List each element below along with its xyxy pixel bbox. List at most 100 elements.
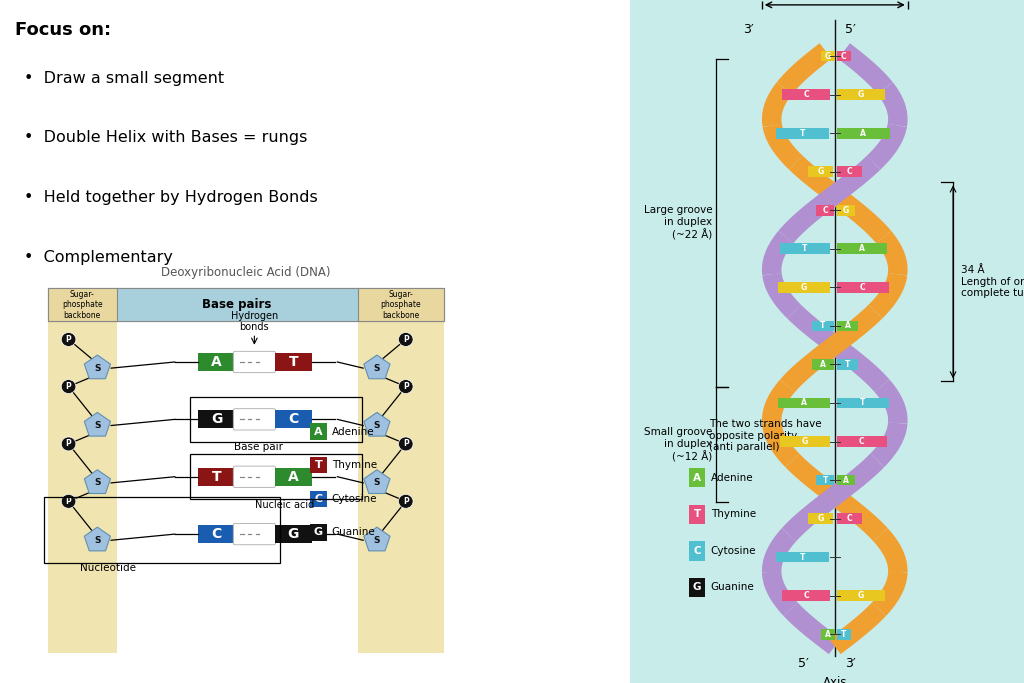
Text: G: G (817, 167, 823, 176)
Text: G: G (858, 90, 864, 99)
FancyBboxPatch shape (816, 475, 835, 486)
Text: A: A (843, 475, 849, 484)
Circle shape (61, 437, 76, 451)
Text: C: C (847, 514, 852, 523)
Polygon shape (364, 527, 390, 551)
FancyBboxPatch shape (310, 423, 327, 440)
Text: T: T (693, 510, 700, 519)
FancyBboxPatch shape (357, 321, 443, 653)
FancyBboxPatch shape (837, 128, 890, 139)
FancyBboxPatch shape (837, 282, 889, 293)
Text: P: P (402, 335, 409, 344)
FancyBboxPatch shape (837, 51, 851, 61)
Text: P: P (402, 497, 409, 506)
FancyBboxPatch shape (233, 466, 275, 488)
Text: 34 Å
Length of one
complete turn: 34 Å Length of one complete turn (961, 265, 1024, 298)
Text: C: C (803, 591, 809, 600)
FancyBboxPatch shape (199, 525, 234, 543)
FancyBboxPatch shape (812, 320, 834, 331)
Text: A: A (314, 427, 323, 436)
FancyBboxPatch shape (837, 205, 855, 216)
Text: T: T (822, 475, 828, 484)
Text: A: A (825, 630, 830, 639)
Text: T: T (289, 355, 298, 369)
FancyBboxPatch shape (837, 243, 887, 254)
FancyBboxPatch shape (837, 167, 862, 177)
Text: Base pairs: Base pairs (203, 298, 271, 311)
Text: Focus on:: Focus on: (14, 21, 111, 40)
Text: 3′: 3′ (845, 657, 855, 670)
FancyBboxPatch shape (837, 513, 862, 524)
FancyBboxPatch shape (689, 578, 706, 597)
Text: A: A (693, 473, 701, 483)
FancyBboxPatch shape (199, 468, 234, 486)
Text: P: P (66, 382, 72, 391)
Text: •  Complementary: • Complementary (24, 250, 173, 265)
Text: A: A (845, 322, 851, 331)
Polygon shape (364, 355, 390, 379)
Text: Cytosine: Cytosine (711, 546, 756, 556)
FancyBboxPatch shape (275, 410, 311, 428)
FancyBboxPatch shape (689, 468, 706, 488)
FancyBboxPatch shape (837, 359, 858, 370)
Text: A: A (860, 128, 866, 138)
Text: Guanine: Guanine (711, 583, 755, 592)
Text: Nucleotide: Nucleotide (80, 563, 136, 573)
Text: T: T (212, 470, 221, 484)
Text: Adenine: Adenine (711, 473, 754, 483)
Text: Sugar-
phosphate
backbone: Sugar- phosphate backbone (380, 290, 421, 320)
FancyBboxPatch shape (781, 590, 830, 601)
Text: S: S (94, 363, 100, 373)
Text: Hydrogen
bonds: Hydrogen bonds (230, 311, 278, 333)
Text: Thymine: Thymine (332, 460, 377, 471)
FancyBboxPatch shape (779, 436, 829, 447)
FancyBboxPatch shape (837, 89, 885, 100)
Circle shape (398, 437, 413, 451)
Text: Base pair: Base pair (234, 443, 284, 452)
Polygon shape (84, 413, 111, 436)
FancyBboxPatch shape (275, 468, 311, 486)
Text: P: P (66, 335, 72, 344)
FancyBboxPatch shape (689, 505, 706, 524)
Text: S: S (374, 535, 380, 545)
Polygon shape (84, 527, 111, 551)
Text: G: G (843, 206, 849, 214)
Text: T: T (802, 245, 808, 253)
Text: G: G (314, 527, 323, 538)
Circle shape (61, 380, 76, 393)
Text: •  Draw a small segment: • Draw a small segment (24, 71, 224, 86)
Text: C: C (859, 437, 864, 446)
Text: P: P (66, 497, 72, 506)
Polygon shape (364, 470, 390, 494)
Circle shape (61, 494, 76, 508)
Text: A: A (801, 398, 807, 408)
FancyBboxPatch shape (199, 410, 234, 428)
Text: C: C (288, 413, 298, 426)
Text: S: S (374, 421, 380, 430)
Text: •  Held together by Hydrogen Bonds: • Held together by Hydrogen Bonds (24, 190, 317, 205)
Text: Axis: Axis (822, 675, 847, 683)
FancyBboxPatch shape (837, 320, 858, 331)
FancyBboxPatch shape (48, 288, 443, 321)
FancyBboxPatch shape (837, 436, 887, 447)
Text: G: G (693, 583, 701, 592)
Polygon shape (364, 413, 390, 436)
FancyBboxPatch shape (821, 629, 835, 639)
Text: A: A (820, 360, 825, 369)
Text: G: G (817, 514, 823, 523)
Text: Large groove
in duplex
(~22 Å): Large groove in duplex (~22 Å) (644, 206, 713, 240)
FancyBboxPatch shape (837, 475, 855, 486)
Circle shape (398, 494, 413, 508)
Text: C: C (212, 527, 222, 541)
Text: G: G (802, 437, 808, 446)
FancyBboxPatch shape (233, 408, 275, 430)
Circle shape (398, 333, 413, 346)
FancyBboxPatch shape (275, 525, 311, 543)
Text: The two strands have
opposite polarity
(anti parallel): The two strands have opposite polarity (… (709, 419, 821, 452)
Text: C: C (860, 283, 865, 292)
Text: S: S (94, 421, 100, 430)
FancyBboxPatch shape (310, 525, 327, 541)
FancyBboxPatch shape (689, 541, 706, 561)
Text: S: S (94, 478, 100, 488)
Circle shape (61, 333, 76, 346)
